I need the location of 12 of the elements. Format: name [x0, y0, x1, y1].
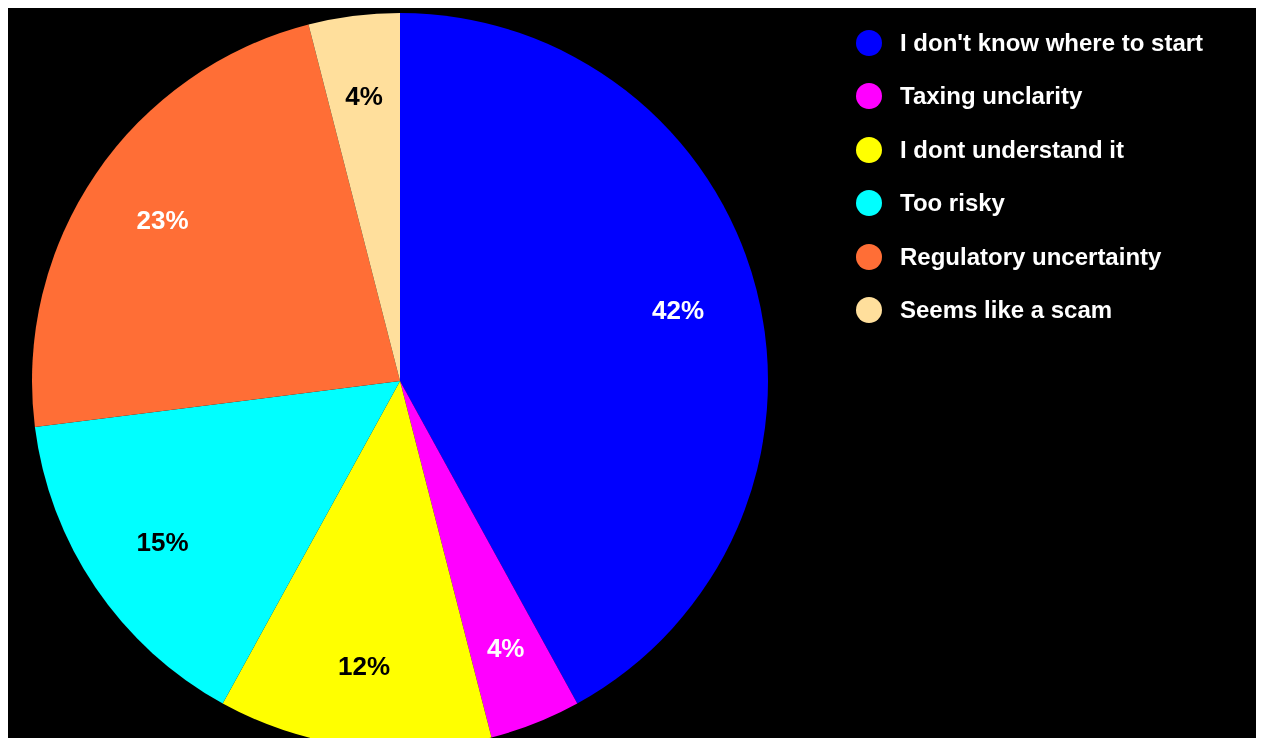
data-label: 42%	[652, 294, 705, 325]
data-label: 15%	[136, 527, 189, 558]
legend-label: I don't know where to start	[900, 28, 1204, 57]
legend-label: Taxing unclarity	[900, 82, 1083, 111]
legend-label: I dont understand it	[900, 135, 1124, 164]
legend-label: Regulatory uncertainty	[900, 242, 1162, 271]
data-label: 23%	[136, 204, 189, 235]
data-label: 12%	[338, 650, 391, 681]
legend-label: Too risky	[900, 189, 1005, 218]
data-label: 4%	[345, 81, 383, 112]
legend-label: Seems like a scam	[900, 296, 1113, 325]
data-label: 4%	[486, 632, 525, 663]
